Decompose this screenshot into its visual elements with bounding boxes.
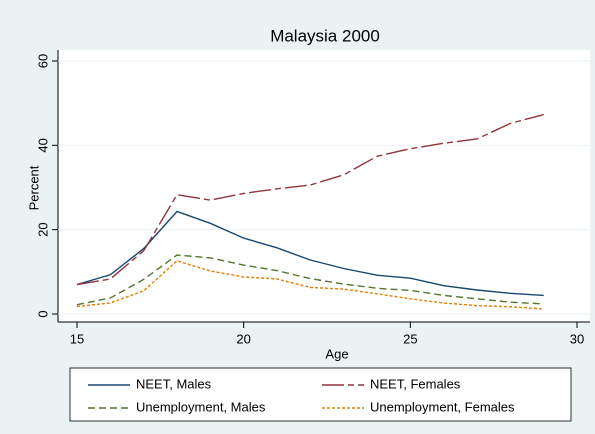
- series-line: [76, 210, 544, 297]
- plot-area: [58, 50, 590, 322]
- x-tick-label: 20: [236, 331, 250, 346]
- x-tick-label: 25: [403, 331, 417, 346]
- legend-label: Unemployment, Males: [136, 399, 266, 414]
- legend-label: Unemployment, Females: [370, 399, 515, 414]
- y-axis-label: Percent: [26, 165, 41, 210]
- legend-label: NEET, Males: [136, 376, 212, 391]
- series-line: [76, 113, 544, 286]
- y-tick-label: 40: [35, 138, 50, 152]
- x-tick-label: 15: [70, 331, 84, 346]
- y-tick-label: 60: [35, 54, 50, 68]
- y-tick-label: 20: [35, 222, 50, 236]
- chart-title: Malaysia 2000: [270, 26, 380, 45]
- series-line: [76, 260, 544, 310]
- legend-label: NEET, Females: [370, 376, 461, 391]
- legend: [69, 367, 572, 422]
- x-axis-label: Age: [325, 346, 348, 361]
- y-tick-label: 0: [35, 310, 50, 317]
- x-tick-label: 30: [570, 331, 584, 346]
